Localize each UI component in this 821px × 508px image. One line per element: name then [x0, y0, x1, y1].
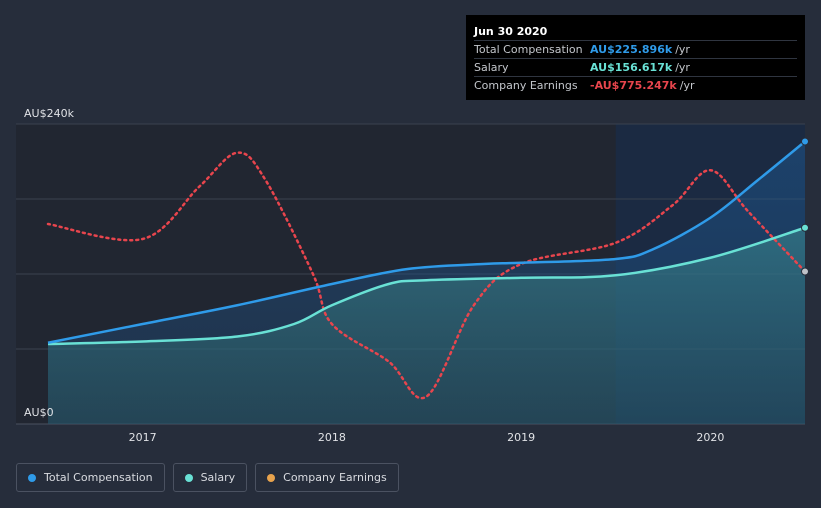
y-tick-label: AU$0 — [24, 406, 54, 419]
legend-item-total-compensation[interactable]: Total Compensation — [16, 463, 165, 492]
legend-label: Company Earnings — [283, 471, 387, 484]
tooltip-row-salary: Salary AU$156.617k /yr — [474, 58, 797, 76]
tooltip-label: Company Earnings — [474, 79, 578, 92]
tooltip-row-total: Total Compensation AU$225.896k /yr — [474, 40, 797, 58]
series-areas — [48, 141, 805, 424]
tooltip-unit: /yr — [675, 43, 690, 56]
legend-dot-icon — [28, 473, 36, 482]
tooltip-label: Total Compensation — [474, 43, 583, 56]
legend-label: Total Compensation — [44, 471, 153, 484]
end-point — [801, 267, 809, 276]
y-tick-label: AU$240k — [24, 107, 75, 120]
tooltip-value: -AU$775.247k — [590, 79, 677, 92]
x-tick-label: 2018 — [318, 431, 346, 444]
line-company-earnings — [46, 151, 807, 400]
x-tick-label: 2020 — [696, 431, 724, 444]
line-salary — [47, 226, 806, 346]
legend-item-company-earnings[interactable]: Company Earnings — [255, 463, 399, 492]
tooltip-unit: /yr — [679, 79, 695, 92]
legend-item-salary[interactable]: Salary — [172, 463, 248, 492]
end-point — [801, 223, 809, 232]
tooltip-date: Jun 30 2020 — [474, 25, 548, 38]
legend-dot-icon — [184, 473, 193, 482]
tooltip-label: Salary — [474, 61, 509, 74]
series-end-points — [801, 137, 809, 276]
series-lines — [46, 140, 807, 400]
tooltip-unit: /yr — [675, 61, 690, 74]
tooltip-row-earnings: Company Earnings -AU$775.247k /yr — [474, 76, 797, 94]
tooltip-value: AU$156.617k — [590, 61, 673, 74]
legend-label: Salary — [200, 471, 236, 484]
tooltip-value: AU$225.896k — [590, 43, 673, 56]
axis-labels: AU$240k AU$0 2017 2018 2019 2020 — [24, 107, 724, 444]
legend-dot-icon — [267, 473, 276, 482]
tooltip: Jun 30 2020 Total Compensation AU$225.89… — [466, 15, 805, 100]
legend: Total Compensation Salary Company Earnin… — [16, 463, 399, 492]
x-tick-label: 2017 — [129, 431, 157, 444]
x-tick-label: 2019 — [507, 431, 535, 444]
end-point — [801, 137, 809, 146]
area-salary — [48, 227, 805, 424]
line-total-compensation — [47, 140, 806, 344]
